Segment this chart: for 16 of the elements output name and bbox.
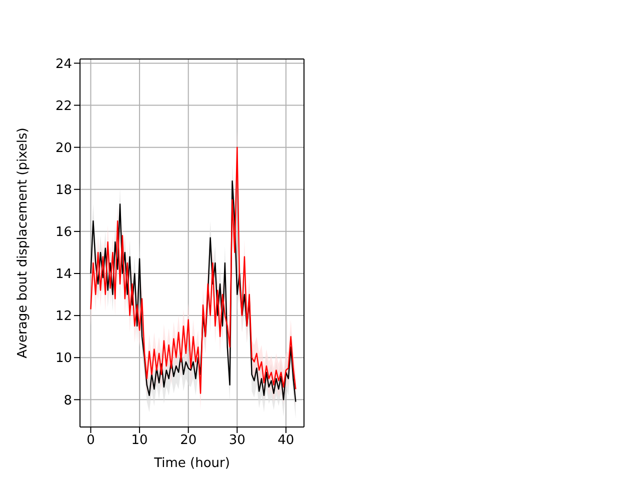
y-tick-label: 24: [55, 56, 72, 72]
x-tick-label: 40: [278, 433, 294, 448]
y-tick-label: 10: [55, 351, 72, 366]
y-tick-label: 22: [55, 98, 72, 114]
x-axis-title: Time (hour): [153, 456, 230, 471]
x-tick-label: 20: [180, 433, 197, 448]
y-tick-label: 8: [64, 393, 72, 408]
y-tick-label: 12: [55, 309, 72, 324]
y-tick-label: 18: [55, 182, 72, 198]
y-tick-label: 20: [55, 140, 72, 156]
y-tick-label: 14: [55, 267, 72, 282]
x-tick-label: 0: [86, 433, 95, 448]
x-tick-label: 30: [228, 433, 246, 448]
y-axis-title: Average bout displacement (pixels): [16, 128, 31, 358]
x-tick-label: 10: [131, 433, 148, 448]
y-tick-label: 16: [55, 225, 72, 240]
